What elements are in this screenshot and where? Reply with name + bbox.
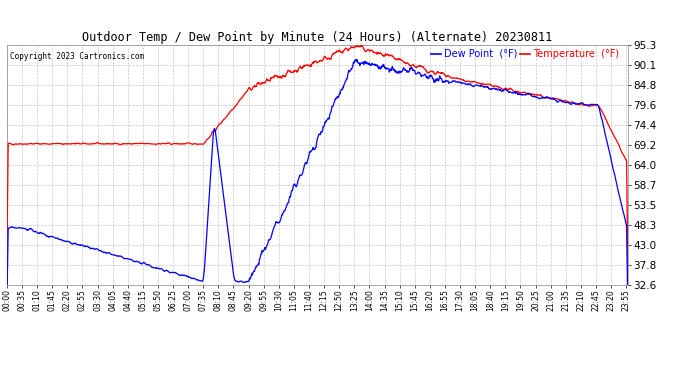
- Title: Outdoor Temp / Dew Point by Minute (24 Hours) (Alternate) 20230811: Outdoor Temp / Dew Point by Minute (24 H…: [82, 31, 553, 44]
- Legend: Dew Point  (°F), Temperature  (°F): Dew Point (°F), Temperature (°F): [428, 45, 623, 63]
- Text: Copyright 2023 Cartronics.com: Copyright 2023 Cartronics.com: [10, 52, 144, 61]
